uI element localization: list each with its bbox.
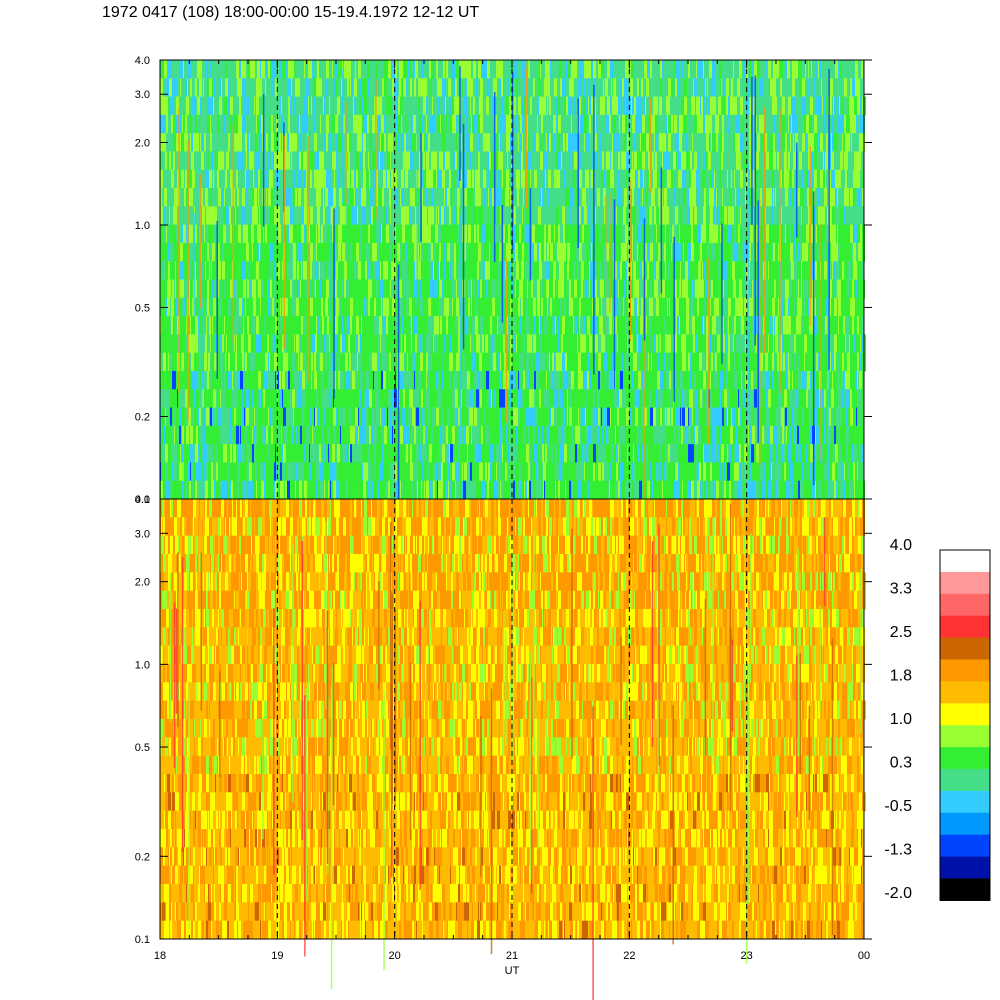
y-tick-label: 4.0 xyxy=(135,494,150,506)
axis-labels: 0.10.20.51.02.03.04.00.10.20.51.02.03.04… xyxy=(135,55,870,977)
colorbar-swatch xyxy=(940,725,990,748)
colorbar-swatch xyxy=(940,878,990,901)
colorbar-label: 3.3 xyxy=(890,581,912,598)
y-tick-label: 1.0 xyxy=(135,220,150,232)
y-tick-label: 0.2 xyxy=(135,851,150,863)
colorbar-label: 2.5 xyxy=(890,624,912,641)
colorbar-label: -0.5 xyxy=(884,798,912,815)
y-tick-label: 0.5 xyxy=(135,742,150,754)
colorbar-swatch xyxy=(940,769,990,792)
x-tick-label: 21 xyxy=(506,950,518,962)
x-tick-label: 00 xyxy=(858,950,870,962)
x-axis-label: UT xyxy=(505,965,520,977)
y-tick-label: 1.0 xyxy=(135,659,150,671)
colorbar-label: 0.3 xyxy=(890,755,912,772)
colorbar-swatch xyxy=(940,681,990,704)
colorbar-swatch xyxy=(940,593,990,617)
colorbar-swatch xyxy=(940,615,990,639)
colorbar-label: -1.3 xyxy=(884,842,912,859)
y-tick-label: 3.0 xyxy=(135,89,150,101)
colorbar-swatch xyxy=(940,812,990,836)
x-tick-label: 18 xyxy=(154,950,166,962)
x-tick-label: 23 xyxy=(741,950,753,962)
axis-ticks xyxy=(159,59,872,940)
colorbar-swatch xyxy=(940,550,990,573)
y-tick-label: 0.5 xyxy=(135,302,150,314)
colorbar-swatch xyxy=(940,856,990,879)
y-tick-label: 0.1 xyxy=(135,494,150,506)
x-tick-label: 20 xyxy=(389,950,401,962)
y-tick-label: 2.0 xyxy=(135,137,150,149)
time-markers xyxy=(276,60,748,939)
x-tick-label: 22 xyxy=(623,950,635,962)
colorbar-swatch xyxy=(940,747,990,770)
colorbar-label: 1.0 xyxy=(890,711,912,728)
y-tick-label: 0.2 xyxy=(135,412,150,424)
colorbar-swatch xyxy=(940,659,990,682)
colorbar-label: 4.0 xyxy=(890,537,912,554)
colorbar-label: -2.0 xyxy=(884,885,912,902)
colorbar-swatch xyxy=(940,571,990,595)
chart-title: 1972 0417 (108) 18:00-00:00 15-19.4.1972… xyxy=(102,4,480,21)
colorbar-swatches xyxy=(939,549,991,901)
colorbar-labels: 4.0 3.3 2.5 1.8 1.0 0.3 -0.5 -1.3 -2.0 xyxy=(884,537,912,902)
y-tick-label: 4.0 xyxy=(135,55,150,67)
x-tick-label: 19 xyxy=(271,950,283,962)
colorbar-label: 1.8 xyxy=(890,668,912,685)
colorbar-swatch xyxy=(940,703,990,726)
colorbar-swatch xyxy=(940,637,990,660)
colorbar-swatch xyxy=(940,790,990,814)
y-tick-label: 2.0 xyxy=(135,577,150,589)
y-tick-label: 0.1 xyxy=(135,934,150,946)
colorbar-swatch xyxy=(940,834,990,858)
y-tick-label: 3.0 xyxy=(135,528,150,540)
